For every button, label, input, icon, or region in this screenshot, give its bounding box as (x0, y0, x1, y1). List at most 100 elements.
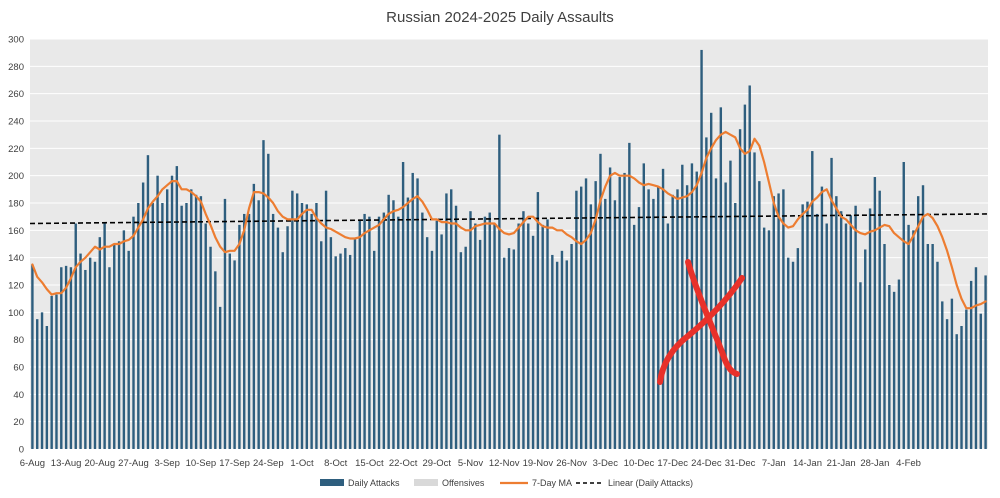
daily-attacks-bar (782, 189, 785, 450)
daily-attacks-bar (657, 186, 660, 449)
daily-attacks-bar (527, 223, 530, 449)
daily-attacks-bar (127, 250, 130, 449)
daily-attacks-bar (79, 253, 82, 449)
daily-attacks-bar (931, 244, 934, 449)
daily-attacks-bar (676, 189, 679, 450)
daily-attacks-bar (425, 237, 429, 449)
daily-attacks-bar (358, 219, 361, 449)
daily-attacks-bar (209, 246, 212, 449)
daily-attacks-bar (936, 261, 939, 449)
daily-attacks-bar (464, 246, 467, 449)
daily-attacks-bar (868, 208, 872, 449)
daily-attacks-bar (320, 241, 323, 449)
x-tick-label: 17-Dec (657, 458, 688, 469)
daily-attacks-bar (700, 49, 703, 449)
daily-attacks-bar (223, 198, 227, 449)
daily-attacks-bar (584, 178, 588, 449)
legend-label-offensives: Offensives (442, 478, 485, 488)
daily-attacks-bar (190, 189, 193, 450)
daily-attacks-bar (324, 190, 328, 449)
x-tick-label: 15-Oct (355, 458, 384, 469)
x-tick-label: 14-Jan (793, 458, 822, 469)
daily-attacks-bar (801, 204, 804, 449)
daily-attacks-bar (45, 326, 49, 449)
daily-attacks-bar (401, 162, 405, 449)
daily-attacks-bar (719, 107, 723, 449)
daily-attacks-bar (608, 167, 612, 449)
daily-attacks-bar (165, 189, 169, 450)
x-tick-label: 27-Aug (118, 458, 149, 469)
y-tick-label: 40 (13, 390, 24, 401)
daily-attacks-bar (604, 198, 607, 449)
x-tick-label: 29-Oct (423, 458, 452, 469)
daily-attacks-bar (64, 265, 68, 449)
daily-attacks-bar (883, 244, 886, 449)
daily-attacks-bar (806, 201, 809, 449)
daily-attacks-bar (483, 216, 487, 449)
daily-attacks-bar (377, 216, 381, 449)
daily-attacks-bar (753, 152, 756, 449)
daily-attacks-bar (825, 223, 828, 449)
daily-attacks-bar (363, 213, 366, 449)
daily-attacks-bar (916, 196, 920, 449)
x-axis-tick-labels: 6-Aug 13-Aug 20-Aug 27-Aug 3-Sep 10-Sep 17-Sep… (20, 458, 921, 469)
x-tick-label: 17-Sep (219, 458, 250, 469)
red-cross-annotation (657, 259, 745, 385)
daily-attacks-bar (502, 257, 506, 449)
daily-attacks-bar (40, 312, 44, 449)
daily-attacks-bar (286, 226, 289, 449)
daily-attacks-bar (873, 177, 877, 450)
daily-attacks-bar (517, 223, 520, 449)
daily-attacks-bar (175, 166, 179, 449)
daily-attacks-bar (108, 267, 111, 449)
daily-attacks-bar (257, 200, 260, 449)
x-tick-label: 24-Dec (691, 458, 722, 469)
daily-attacks-bar (709, 112, 713, 450)
daily-attacks-bar (339, 253, 342, 449)
daily-attacks-bar (647, 189, 650, 450)
daily-attacks-bar (392, 200, 395, 449)
daily-attacks-bar (295, 193, 299, 449)
daily-attacks-bar (454, 205, 458, 449)
daily-attacks-bar (141, 182, 145, 449)
daily-attacks-bar (955, 334, 958, 449)
daily-attacks-bar (960, 326, 963, 449)
x-tick-label: 4-Feb (896, 458, 921, 469)
daily-attacks-bar (892, 291, 896, 449)
daily-attacks-bar (478, 239, 482, 449)
daily-attacks-bar (623, 172, 626, 449)
daily-attacks-bar (941, 301, 944, 449)
daily-attacks-bar (758, 181, 761, 449)
daily-attacks-bar (787, 257, 790, 449)
x-tick-label: 24-Sep (253, 458, 284, 469)
y-tick-label: 300 (8, 35, 24, 46)
daily-attacks-bar (912, 230, 915, 449)
daily-attacks-bar (199, 196, 203, 449)
x-tick-label: 31-Dec (725, 458, 756, 469)
daily-attacks-bar (724, 182, 727, 449)
daily-attacks-bar (734, 203, 737, 449)
y-tick-label: 60 (13, 363, 24, 374)
daily-attacks-bar (546, 219, 549, 449)
daily-attacks-bar (507, 248, 511, 449)
x-tick-label: 10-Dec (624, 458, 655, 469)
daily-attacks-bar (551, 254, 554, 449)
y-tick-label: 100 (8, 308, 24, 319)
legend-swatch-daily-attacks (320, 479, 344, 486)
daily-attacks-bar (796, 248, 800, 449)
daily-attacks-bar (493, 223, 496, 449)
daily-attacks-bar (368, 216, 371, 449)
daily-attacks-bar (459, 252, 463, 449)
x-tick-label: 21-Jan (827, 458, 856, 469)
daily-attacks-bar (864, 249, 867, 449)
daily-attacks-bar (555, 261, 559, 449)
daily-attacks-bar (859, 282, 862, 449)
daily-attacks-bar (921, 185, 925, 449)
daily-attacks-bar (315, 203, 318, 449)
daily-attacks-bar (522, 211, 525, 449)
y-tick-label: 20 (13, 417, 24, 428)
daily-attacks-bar (565, 260, 568, 449)
daily-attacks-bar (271, 213, 275, 449)
y-tick-label: 140 (8, 253, 24, 264)
daily-attacks-bar (950, 298, 954, 449)
